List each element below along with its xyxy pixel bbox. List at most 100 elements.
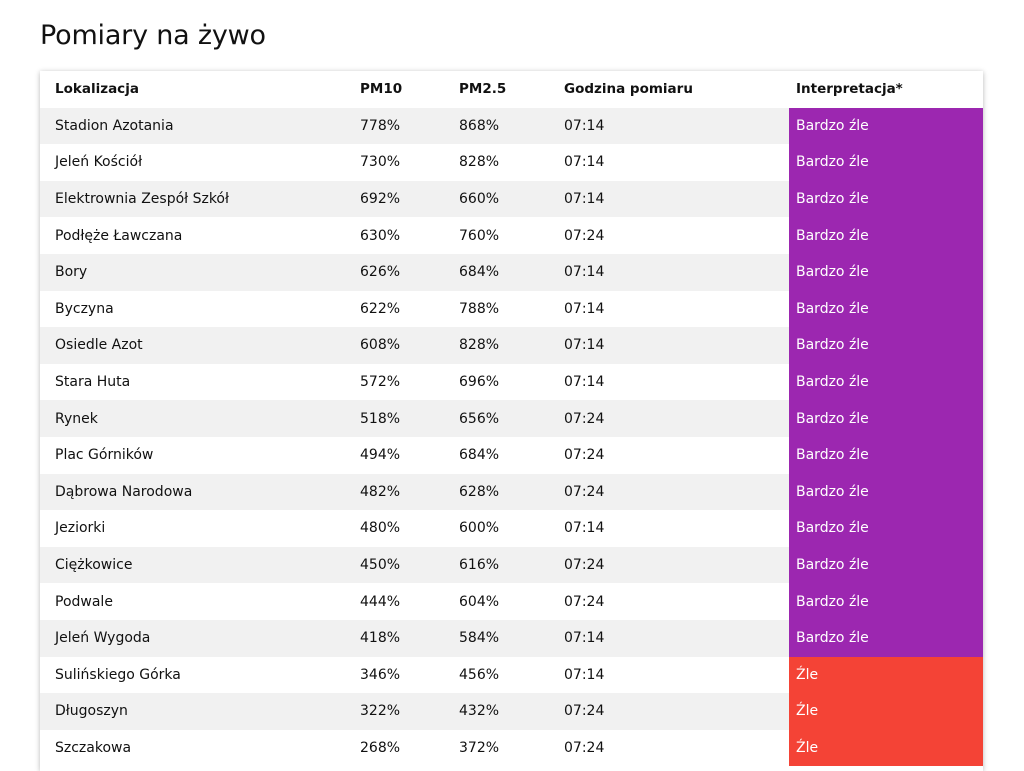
cell-time: 07:14 (564, 510, 789, 547)
cell-location: Jeziorki (40, 510, 360, 547)
cell-location: Jeleń Kościół (40, 144, 360, 181)
cell-time: 07:24 (564, 583, 789, 620)
cell-interpretation: Bardzo źle (789, 144, 983, 181)
table-row: Jeziorki 480% 600% 07:14 Bardzo źle (40, 510, 983, 547)
table-row: Ciężkowice 450% 616% 07:24 Bardzo źle (40, 546, 983, 584)
cell-pm10: 622% (360, 290, 459, 328)
cell-interpretation: Bardzo źle (789, 253, 983, 291)
cell-pm10: 480% (360, 510, 459, 547)
cell-location: Dąbrowa Narodowa (40, 473, 360, 511)
table-row: Jeleń Wygoda 418% 584% 07:14 Bardzo źle (40, 619, 983, 657)
column-header-pm10[interactable]: PM10 (360, 81, 403, 98)
cell-pm25: 372% (459, 729, 564, 767)
cell-interpretation: Bardzo źle (789, 546, 983, 584)
cell-time: 07:14 (564, 107, 789, 145)
cell-pm25: 616% (459, 546, 564, 584)
column-header-time[interactable]: Godzina pomiaru (564, 81, 693, 98)
table-row: Stadion Azotania 778% 868% 07:14 Bardzo źle (40, 107, 983, 145)
cell-interpretation: Bardzo źle (789, 363, 983, 401)
cell-pm25: 828% (459, 327, 564, 364)
cell-time: 07:14 (564, 656, 789, 694)
cell-location: Byczyna (40, 290, 360, 328)
table-row: Elektrownia Zespół Szkół 692% 660% 07:14 Bar… (40, 180, 983, 218)
table-row: Osiedle Azot 608% 828% 07:14 Bardzo źle (40, 327, 983, 364)
cell-pm25: 684% (459, 253, 564, 291)
column-header-interpretation: Interpretacja* (796, 81, 903, 98)
table-row: Bory 626% 684% 07:14 Bardzo źle (40, 253, 983, 291)
measurements-table-card: Lokalizacja PM10 PM2.5 Godzina pomiaru I… (40, 71, 983, 771)
cell-time: 07:14 (564, 144, 789, 181)
table-row: Szczakowa 268% 372% 07:24 Źle (40, 729, 983, 767)
cell-location: Długoszyn (40, 693, 360, 730)
cell-pm25: 600% (459, 510, 564, 547)
cell-location: Sulińskiego Górka (40, 656, 360, 694)
cell-pm10: 494% (360, 436, 459, 474)
cell-pm10: 444% (360, 583, 459, 620)
cell-pm25: 660% (459, 180, 564, 218)
cell-time: 07:14 (564, 290, 789, 328)
table-row: Sulińskiego Górka 346% 456% 07:14 Źle (40, 656, 983, 694)
cell-pm10: 518% (360, 400, 459, 437)
cell-pm10: 692% (360, 180, 459, 218)
cell-location: Stara Huta (40, 363, 360, 401)
cell-pm10: 630% (360, 217, 459, 254)
table-header-row: Lokalizacja PM10 PM2.5 Godzina pomiaru I… (40, 71, 983, 108)
cell-pm25: 868% (459, 107, 564, 145)
cell-pm10: 322% (360, 693, 459, 730)
cell-interpretation: Bardzo źle (789, 327, 983, 364)
cell-pm10: 418% (360, 619, 459, 657)
table-row: Stara Huta 572% 696% 07:14 Bardzo źle (40, 363, 983, 401)
column-header-location[interactable]: Lokalizacja (55, 81, 139, 98)
cell-location: Rynek (40, 400, 360, 437)
table-row: Rynek 518% 656% 07:24 Bardzo źle (40, 400, 983, 437)
table-body: Stadion Azotania 778% 868% 07:14 Bardzo źle J… (40, 107, 983, 767)
cell-interpretation: Bardzo źle (789, 583, 983, 620)
cell-pm25: 684% (459, 436, 564, 474)
cell-interpretation: Bardzo źle (789, 107, 983, 145)
cell-interpretation: Bardzo źle (789, 510, 983, 547)
cell-pm10: 626% (360, 253, 459, 291)
cell-time: 07:24 (564, 436, 789, 474)
page-title: Pomiary na żywo (40, 20, 266, 51)
cell-location: Osiedle Azot (40, 327, 360, 364)
cell-interpretation: Bardzo źle (789, 473, 983, 511)
cell-pm25: 696% (459, 363, 564, 401)
cell-location: Elektrownia Zespół Szkół (40, 180, 360, 218)
cell-interpretation: Bardzo źle (789, 400, 983, 437)
cell-interpretation: Bardzo źle (789, 290, 983, 328)
cell-time: 07:14 (564, 180, 789, 218)
cell-pm25: 456% (459, 656, 564, 694)
cell-pm10: 572% (360, 363, 459, 401)
table-row: Długoszyn 322% 432% 07:24 Źle (40, 693, 983, 730)
table-row: Jeleń Kościół 730% 828% 07:14 Bardzo źle (40, 144, 983, 181)
cell-location: Stadion Azotania (40, 107, 360, 145)
cell-interpretation: Źle (789, 693, 983, 730)
cell-interpretation: Bardzo źle (789, 180, 983, 218)
cell-pm25: 828% (459, 144, 564, 181)
cell-location: Szczakowa (40, 729, 360, 767)
cell-pm25: 628% (459, 473, 564, 511)
cell-pm10: 346% (360, 656, 459, 694)
cell-interpretation: Bardzo źle (789, 619, 983, 657)
cell-time: 07:14 (564, 327, 789, 364)
cell-time: 07:24 (564, 693, 789, 730)
cell-time: 07:14 (564, 619, 789, 657)
cell-pm25: 788% (459, 290, 564, 328)
cell-time: 07:24 (564, 546, 789, 584)
cell-pm25: 432% (459, 693, 564, 730)
cell-location: Jeleń Wygoda (40, 619, 360, 657)
column-header-pm25[interactable]: PM2.5 (459, 81, 507, 98)
cell-location: Bory (40, 253, 360, 291)
cell-location: Podłęże Ławczana (40, 217, 360, 254)
cell-time: 07:24 (564, 400, 789, 437)
table-row: Plac Górników 494% 684% 07:24 Bardzo źle (40, 436, 983, 474)
cell-pm25: 656% (459, 400, 564, 437)
cell-pm10: 730% (360, 144, 459, 181)
cell-pm10: 778% (360, 107, 459, 145)
table-row: Byczyna 622% 788% 07:14 Bardzo źle (40, 290, 983, 328)
cell-pm25: 760% (459, 217, 564, 254)
table-row: Dąbrowa Narodowa 482% 628% 07:24 Bardzo źle (40, 473, 983, 511)
measurements-table: Lokalizacja PM10 PM2.5 Godzina pomiaru I… (40, 71, 983, 767)
cell-interpretation: Źle (789, 656, 983, 694)
cell-pm10: 608% (360, 327, 459, 364)
